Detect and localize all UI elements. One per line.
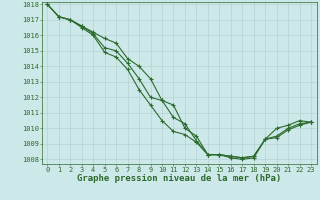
X-axis label: Graphe pression niveau de la mer (hPa): Graphe pression niveau de la mer (hPa): [77, 174, 281, 183]
